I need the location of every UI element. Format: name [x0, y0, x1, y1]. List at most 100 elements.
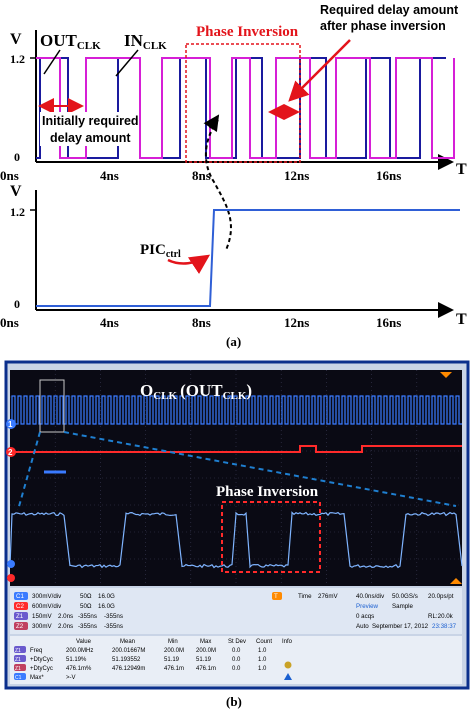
top-y-axis-label: V: [10, 31, 22, 48]
channel-setting-row[interactable]: C1 300mV/div 50Ω 16.0G: [14, 592, 115, 600]
svg-text:200.0MHz: 200.0MHz: [66, 648, 93, 654]
acquisition-settings[interactable]: 40.0ns/div 50.0GS/s 20.0ps/pt Preview Sa…: [356, 593, 457, 630]
bottom-xtick-1: 4ns: [100, 315, 119, 330]
svg-text:0.0: 0.0: [232, 648, 241, 654]
svg-text:Auto: Auto: [356, 623, 369, 630]
bottom-ytick-low: 0: [14, 297, 20, 311]
phase-inversion-box: [185, 43, 301, 163]
svg-text:Sample: Sample: [392, 603, 414, 610]
svg-text:16.0G: 16.0G: [98, 603, 115, 610]
top-x-ticks: 0ns 4ns 8ns 12ns 16ns: [0, 168, 401, 183]
channel-settings-list: C1 300mV/div 50Ω 16.0G C2 600mV/div 50Ω …: [14, 592, 123, 630]
svg-text:Value: Value: [76, 639, 92, 645]
panel-b-oscilloscope: Phase Inversion OCLK (OUTCLK) 1 2 C1 300m…: [4, 360, 470, 690]
svg-text:476.12949m: 476.12949m: [112, 666, 145, 672]
svg-text:2.0ns: 2.0ns: [58, 623, 73, 630]
svg-text:Z2: Z2: [16, 623, 24, 630]
ch2-control-trace: [10, 445, 462, 453]
svg-text:-355ns: -355ns: [104, 623, 123, 630]
svg-text:C2: C2: [16, 603, 24, 610]
bottom-y-axis-label: V: [10, 183, 22, 200]
caption-a: (a): [226, 334, 241, 349]
measurement-row[interactable]: Z1 Freq 200.0MHz 200.01667M 200.0M 200.0…: [14, 646, 267, 654]
top-xtick-2: 8ns: [192, 168, 211, 183]
svg-text:476.1m: 476.1m: [164, 666, 184, 672]
ch1-marker-label: 1: [8, 420, 13, 429]
svg-text:1.0: 1.0: [258, 666, 267, 672]
pic-ctrl-waveform: [36, 209, 460, 307]
required-delay-after-line2: after phase inversion: [320, 19, 446, 33]
svg-text:51.19: 51.19: [164, 657, 180, 663]
svg-text:200.0M: 200.0M: [196, 648, 216, 654]
svg-text:200.0M: 200.0M: [164, 648, 184, 654]
svg-text:51.19: 51.19: [196, 657, 212, 663]
zoom2-marker[interactable]: [7, 574, 15, 582]
bottom-xtick-4: 16ns: [376, 315, 401, 330]
bottom-x-axis-label: T: [456, 311, 467, 328]
initial-delay-line1: Initially required: [42, 114, 139, 128]
settings-panel: [10, 588, 462, 634]
svg-text:Z1: Z1: [15, 666, 21, 672]
trigger-pos-marker[interactable]: [440, 372, 452, 378]
svg-text:51.19%: 51.19%: [66, 657, 87, 663]
ch1-clock-trace: [11, 395, 462, 425]
svg-text:Freq: Freq: [30, 648, 42, 654]
svg-text:23:38:37: 23:38:37: [432, 623, 457, 630]
svg-text:200.01667M: 200.01667M: [112, 648, 145, 654]
channel-setting-row[interactable]: Z2 300mV 2.0ns -355ns -355ns: [14, 622, 123, 630]
pic-ctrl-label: PICctrl: [140, 242, 181, 260]
svg-text:+DtyCyc: +DtyCyc: [30, 666, 53, 672]
top-xtick-1: 4ns: [100, 168, 119, 183]
caption-b: (b): [226, 694, 242, 709]
ch1-marker[interactable]: [6, 419, 16, 429]
required-delay-after-line1: Required delay amount: [320, 3, 459, 17]
svg-text:Z1: Z1: [16, 613, 24, 620]
top-x-axis-label: T: [456, 161, 467, 178]
trigger-setting[interactable]: T Time 276mV: [272, 592, 338, 600]
zoom1-marker[interactable]: [7, 560, 15, 568]
svg-text:Preview: Preview: [356, 603, 379, 610]
bottom-x-ticks: 0ns 4ns 8ns 12ns 16ns: [0, 315, 401, 330]
svg-text:September 17, 2012: September 17, 2012: [372, 623, 429, 630]
svg-text:T: T: [274, 593, 278, 600]
svg-text:2.0ns: 2.0ns: [58, 613, 73, 620]
info-warning-icon[interactable]: [284, 661, 292, 669]
svg-text:Info: Info: [282, 639, 293, 645]
svg-text:Time: Time: [298, 593, 312, 600]
phase-inversion-link-top: [204, 119, 232, 251]
svg-text:40.0ns/div: 40.0ns/div: [356, 593, 385, 600]
top-xtick-0: 0ns: [0, 168, 19, 183]
svg-text:51.193552: 51.193552: [112, 657, 141, 663]
svg-text:RL:20.0k: RL:20.0k: [428, 613, 454, 620]
svg-text:1.0: 1.0: [258, 657, 267, 663]
svg-text:+DtyCyc: +DtyCyc: [30, 657, 53, 663]
svg-text:Max*: Max*: [30, 675, 44, 681]
channel-setting-row[interactable]: Z1 150mV 2.0ns -355ns -355ns: [14, 612, 123, 620]
channel-setting-row[interactable]: C2 600mV/div 50Ω 16.0G: [14, 602, 115, 610]
zoom-region-box: [39, 379, 65, 433]
top-ytick-low: 0: [14, 150, 20, 164]
svg-text:0 acqs: 0 acqs: [356, 613, 374, 620]
out-clk-label: OUTCLK: [40, 31, 101, 52]
top-xtick-3: 12ns: [284, 168, 309, 183]
svg-text:Mean: Mean: [120, 639, 135, 645]
svg-text:Z1: Z1: [15, 657, 21, 663]
svg-text:-355ns: -355ns: [104, 613, 123, 620]
svg-text:-355ns: -355ns: [78, 623, 97, 630]
measurement-row[interactable]: Z1 +DtyCyc 476.1m% 476.12949m 476.1m 476…: [14, 664, 267, 672]
trigger-level-marker[interactable]: [450, 578, 462, 584]
svg-text:300mV: 300mV: [32, 623, 52, 630]
svg-text:Z1: Z1: [15, 648, 21, 654]
measurement-row[interactable]: C1 Max* >-V: [14, 673, 76, 681]
svg-text:Min: Min: [168, 639, 178, 645]
svg-text:>-V: >-V: [66, 675, 76, 681]
svg-text:476.1m: 476.1m: [196, 666, 216, 672]
panel-a-bottom-pic-diagram: V T 1.2 0 PICctrl 0ns 4ns 8ns 12ns 16ns …: [0, 183, 467, 349]
info-alert-icon[interactable]: [284, 673, 292, 680]
svg-text:St Dev: St Dev: [228, 639, 246, 645]
ch2-marker-label: 2: [8, 448, 13, 457]
ch2-marker[interactable]: [6, 447, 16, 457]
measurement-row[interactable]: Z1 +DtyCyc 51.19% 51.193552 51.19 51.19 …: [14, 655, 267, 663]
bottom-xtick-0: 0ns: [0, 315, 19, 330]
